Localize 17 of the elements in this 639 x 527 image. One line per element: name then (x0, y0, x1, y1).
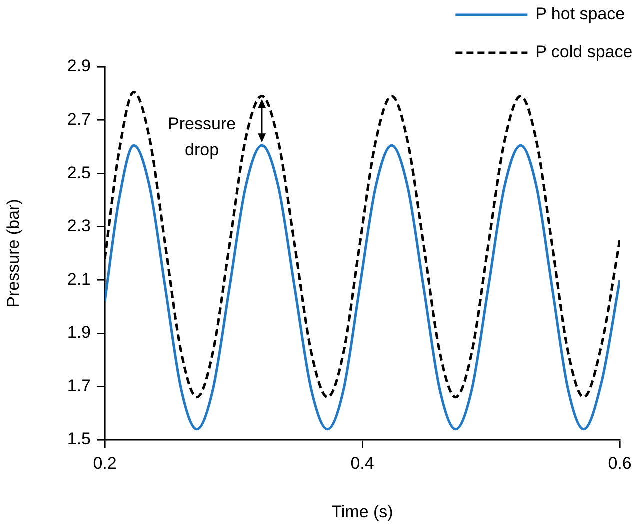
y-tick-label: 2.1 (67, 270, 91, 289)
annotation: Pressure drop (168, 114, 236, 160)
y-tick-label: 2.3 (67, 216, 91, 236)
legend-label: P hot space (536, 4, 626, 24)
x-axis-title: Time (s) (332, 502, 394, 522)
y-tick-label: 1.5 (67, 430, 91, 449)
y-tick-label: 2.9 (67, 56, 91, 76)
x-tick-label: 0.6 (608, 454, 632, 473)
y-tick-label: 2.7 (67, 110, 91, 129)
x-tick-label: 0.2 (93, 454, 117, 473)
y-axis-title: Pressure (bar) (4, 199, 23, 308)
line-series (105, 144, 620, 431)
y-tick-label: 1.9 (67, 323, 91, 342)
y-tick-label: 1.7 (67, 376, 91, 396)
x-tick-label: 0.4 (350, 454, 374, 473)
legend-label: P cold space (536, 42, 633, 62)
y-tick-label: 2.5 (67, 163, 91, 182)
